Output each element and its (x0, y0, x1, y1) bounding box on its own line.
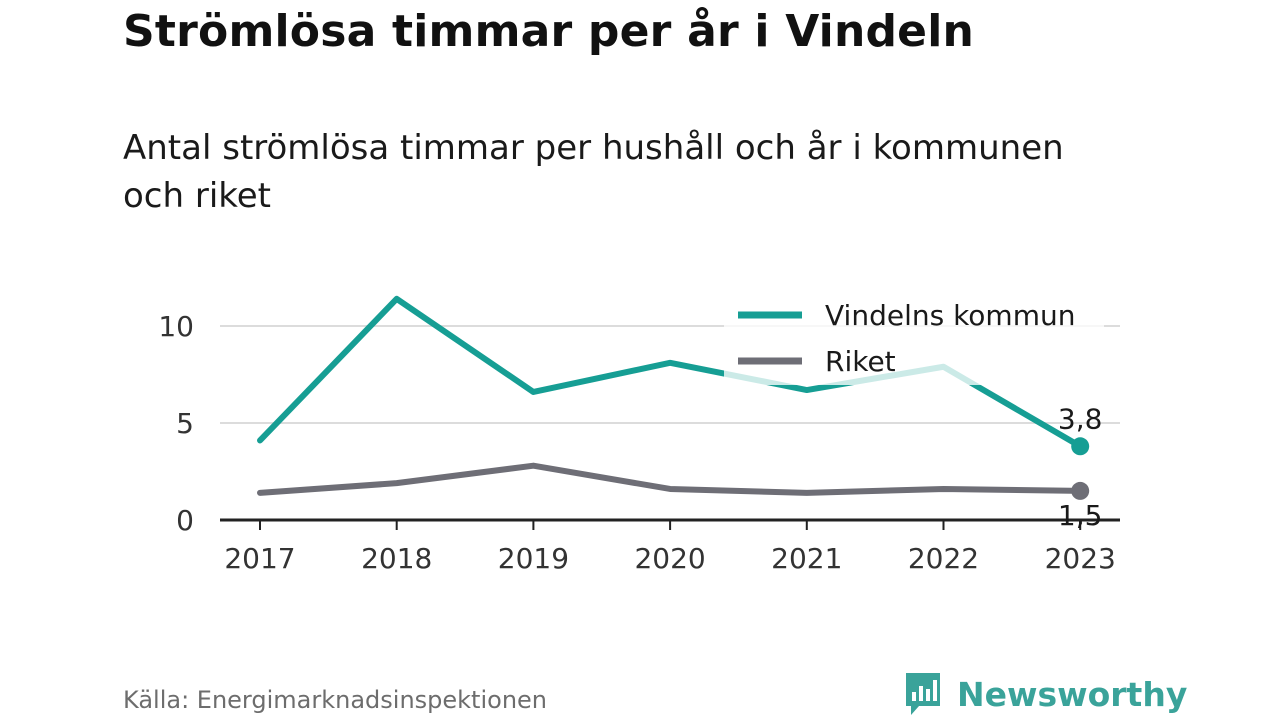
x-tick-label: 2021 (771, 542, 842, 575)
x-tick-label: 2022 (908, 542, 979, 575)
legend-label: Riket (825, 345, 896, 378)
legend: Vindelns kommun Riket (724, 290, 1104, 385)
end-point-marker (1071, 481, 1090, 500)
axis-labels: 0 5 10 2017 2018 2019 2020 2021 2022 2023 3,8 1,5 (158, 310, 1115, 575)
source-note: Källa: Energimarknadsinspektionen (123, 686, 548, 714)
chart-title: Strömlösa timmar per år i Vindeln (123, 6, 975, 57)
y-tick-label: 0 (176, 504, 194, 537)
y-tick-label: 10 (158, 310, 194, 343)
brand-logo: Newsworthy (903, 670, 1187, 718)
x-tick-label: 2020 (634, 542, 705, 575)
bar-chart-speech-bubble-icon (906, 673, 940, 715)
x-tick-label: 2018 (361, 542, 432, 575)
legend-background (724, 290, 1104, 385)
x-tick-label: 2023 (1045, 542, 1116, 575)
legend-label: Vindelns kommun (825, 299, 1075, 332)
y-tick-label: 5 (176, 407, 194, 440)
x-tick-label: 2019 (498, 542, 569, 575)
end-data-label: 3,8 (1058, 402, 1103, 435)
brand-name: Newsworthy (957, 674, 1188, 714)
chart-subtitle: Antal strömlösa timmar per hushåll och å… (123, 128, 1064, 216)
end-point-marker (1071, 437, 1090, 456)
line-chart: Vindelns kommun Riket 0 5 10 2017 2018 2019 202… (158, 290, 1120, 575)
end-data-label: 1,5 (1058, 499, 1103, 532)
x-tick-label: 2017 (224, 542, 295, 575)
series-line-riket (257, 462, 1084, 496)
